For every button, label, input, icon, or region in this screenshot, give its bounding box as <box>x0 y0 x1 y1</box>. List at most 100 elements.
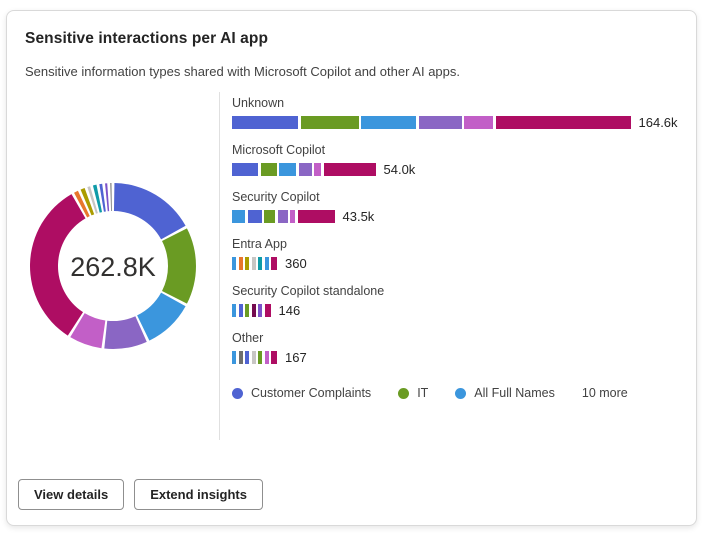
bar-segment-blue[interactable] <box>238 304 243 317</box>
bar-segment-magenta[interactable] <box>264 304 271 317</box>
bars-pane: Unknown 164.6k Microsoft Copilot 54.0k Secur… <box>220 92 696 440</box>
donut-pane: 262.8K <box>7 92 219 440</box>
bar-segment-purple[interactable] <box>298 163 312 176</box>
insight-card: Sensitive interactions per AI app Sensit… <box>6 10 697 526</box>
bar-segment-lightblue[interactable] <box>279 163 296 176</box>
bar-segment-orchid[interactable] <box>464 116 493 129</box>
legend-label: All Full Names <box>474 386 555 400</box>
bar-row: Other 167 <box>232 331 686 365</box>
bar-segment-purple[interactable] <box>418 116 462 129</box>
bar-line: 43.5k <box>232 209 686 224</box>
legend-more-label[interactable]: 10 more <box>582 386 628 400</box>
bar-segment-magenta[interactable] <box>323 163 376 176</box>
donut-segment[interactable] <box>104 316 147 350</box>
bar-segment-orchid[interactable] <box>290 210 295 223</box>
bars-list: Unknown 164.6k Microsoft Copilot 54.0k Secur… <box>232 96 686 365</box>
bar-segment-lightblue[interactable] <box>232 257 236 270</box>
stacked-bar <box>232 257 277 270</box>
legend-label: IT <box>417 386 429 400</box>
chart-area: 262.8K Unknown 164.6k Microsoft Copilot 54.… <box>7 92 696 440</box>
legend-item-it[interactable]: IT <box>398 386 428 400</box>
donut-total-label: 262.8K <box>70 252 156 282</box>
bar-segment-lightblue[interactable] <box>232 304 236 317</box>
bar-value-label: 54.0k <box>383 162 416 177</box>
bar-row: Unknown 164.6k <box>232 96 686 130</box>
bar-segment-green[interactable] <box>258 351 262 364</box>
bar-segment-green[interactable] <box>245 304 249 317</box>
card-title: Sensitive interactions per AI app <box>25 30 269 47</box>
donut-segment[interactable] <box>87 186 98 214</box>
bar-segment-magenta[interactable] <box>271 351 277 364</box>
donut-segment[interactable] <box>80 188 95 216</box>
vertical-divider <box>219 92 220 440</box>
bar-segment-blue[interactable] <box>232 163 258 176</box>
donut-segment-customer-complaints[interactable] <box>113 183 186 240</box>
stacked-bar <box>232 163 376 176</box>
bar-line: 167 <box>232 350 686 365</box>
bar-segment-green[interactable] <box>264 210 275 223</box>
donut-segment[interactable] <box>105 183 110 212</box>
donut-segment-it[interactable] <box>162 228 196 304</box>
bar-segment-lightgray[interactable] <box>251 257 256 270</box>
bar-row: Security Copilot 43.5k <box>232 190 686 224</box>
bar-line: 164.6k <box>232 115 686 130</box>
bar-line: 54.0k <box>232 162 686 177</box>
bar-app-label: Entra App <box>232 237 287 251</box>
bar-segment-lightblue[interactable] <box>232 210 245 223</box>
stacked-bar <box>232 116 631 129</box>
bar-value-label: 164.6k <box>638 115 678 130</box>
bar-segment-lightblue[interactable] <box>361 116 416 129</box>
bar-app-label: Other <box>232 331 264 345</box>
donut-segment[interactable] <box>99 183 106 212</box>
donut-chart[interactable]: 262.8K <box>25 178 201 354</box>
donut-segment[interactable] <box>29 194 86 336</box>
donut-segment[interactable] <box>70 313 106 349</box>
bar-value-label: 146 <box>278 303 301 318</box>
bar-segment-orange[interactable] <box>238 257 243 270</box>
bar-segment-magenta[interactable] <box>297 210 335 223</box>
card-header: Sensitive interactions per AI app Sensit… <box>7 11 696 79</box>
legend-item-customer-complaints[interactable]: Customer Complaints <box>232 386 371 400</box>
bar-segment-lightblue[interactable] <box>264 257 269 270</box>
bar-segment-orchid[interactable] <box>314 163 321 176</box>
bar-segment-green[interactable] <box>300 116 359 129</box>
view-details-button[interactable]: View details <box>18 479 125 510</box>
donut-segments <box>29 183 196 350</box>
extend-insights-button[interactable]: Extend insights <box>134 479 263 510</box>
bar-app-label: Unknown <box>232 96 285 110</box>
bar-app-label: Microsoft Copilot <box>232 143 326 157</box>
bar-segment-blue[interactable] <box>245 351 249 364</box>
bar-row: Microsoft Copilot 54.0k <box>232 143 686 177</box>
donut-segment[interactable] <box>110 183 113 212</box>
bar-segment-blue[interactable] <box>247 210 262 223</box>
bar-segment-gold[interactable] <box>245 257 249 270</box>
legend-item-all-full-names[interactable]: All Full Names <box>455 386 555 400</box>
bar-segment-teal[interactable] <box>258 257 262 270</box>
bar-segment-purple[interactable] <box>277 210 288 223</box>
bar-segment-darkplum[interactable] <box>251 304 256 317</box>
bar-segment-lightgray[interactable] <box>251 351 256 364</box>
donut-segment[interactable] <box>74 190 90 218</box>
bar-segment-green[interactable] <box>260 163 277 176</box>
donut-segment[interactable] <box>92 184 103 213</box>
legend-label: Customer Complaints <box>251 386 372 400</box>
donut-segment-all-full-names[interactable] <box>137 292 186 341</box>
bar-value-label: 360 <box>285 256 307 271</box>
legend-dot-icon <box>232 387 243 399</box>
bar-segment-blue[interactable] <box>232 116 298 129</box>
stacked-bar <box>232 210 335 223</box>
bar-segment-orchid[interactable] <box>264 351 269 364</box>
bar-app-label: Security Copilot <box>232 190 320 204</box>
bar-app-label: Security Copilot standalone <box>232 284 385 298</box>
card-actions: View details Extend insights <box>18 479 263 510</box>
bar-line: 360 <box>232 256 686 271</box>
bar-segment-magenta[interactable] <box>495 116 631 129</box>
bar-segment-lightblue[interactable] <box>232 351 236 364</box>
bar-value-label: 167 <box>285 350 307 365</box>
bar-segment-darkgray[interactable] <box>238 351 243 364</box>
legend: Customer Complaints IT All Full Names 10 mo… <box>232 386 686 400</box>
stacked-bar <box>232 351 277 364</box>
card-subtitle: Sensitive information types shared with … <box>25 64 460 79</box>
bar-segment-magenta[interactable] <box>271 257 277 270</box>
bar-segment-violet[interactable] <box>258 304 262 317</box>
